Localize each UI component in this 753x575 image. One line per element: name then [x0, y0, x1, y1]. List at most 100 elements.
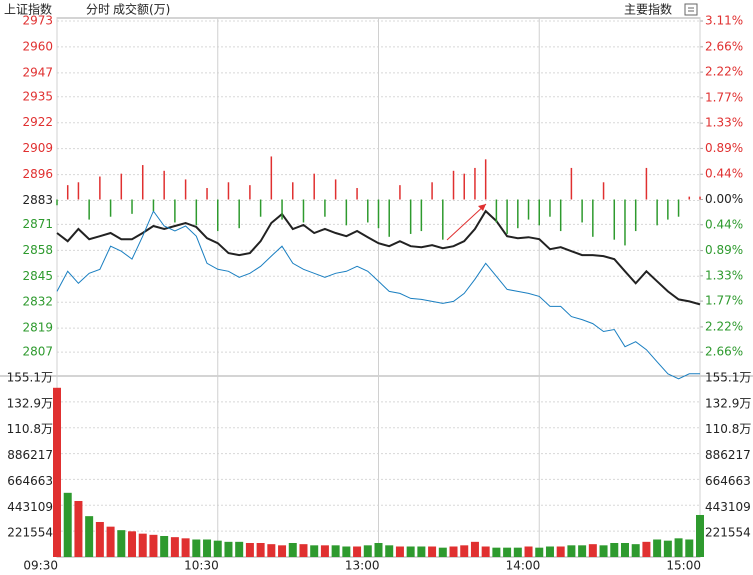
volume-tick-label: 221554 — [705, 526, 751, 540]
diff-bar — [324, 199, 326, 217]
y2-tick-label: 1.33% — [705, 268, 743, 282]
y-tick-label: 2871 — [22, 217, 53, 231]
diff-bar — [452, 170, 455, 200]
volume-bar — [245, 542, 254, 557]
diff-bar — [217, 199, 219, 232]
index-button[interactable]: 主要指数 — [624, 2, 672, 17]
volume-bar — [567, 545, 576, 557]
volume-bar — [235, 541, 244, 557]
tab[interactable]: 分时 — [86, 3, 110, 17]
diff-bar — [431, 182, 433, 200]
diff-bar — [302, 199, 305, 223]
volume-bar — [374, 542, 383, 557]
y-tick-label: 2922 — [22, 115, 53, 129]
diff-bar — [570, 167, 573, 200]
volume-bar — [674, 538, 683, 557]
tab[interactable]: 成交额(万) — [113, 2, 170, 17]
volume-bar — [460, 545, 469, 557]
diff-bar — [559, 199, 562, 232]
volume-bar — [620, 542, 629, 557]
volume-tick-label: 155.1万 — [705, 371, 751, 385]
x-tick-label: 10:30 — [184, 559, 219, 573]
volume-bar — [663, 540, 672, 557]
diff-bar — [99, 176, 101, 200]
volume-bar — [181, 538, 190, 557]
volume-bar — [170, 537, 179, 557]
y2-tick-label: 1.77% — [705, 90, 743, 104]
volume-tick-label: 132.9万 — [7, 396, 53, 410]
volume-bar — [267, 544, 276, 557]
diff-bar — [506, 199, 508, 234]
diff-bar — [281, 199, 283, 220]
menu-icon[interactable] — [684, 3, 698, 16]
volume-bar — [481, 546, 490, 557]
volume-tick-label: 221554 — [7, 526, 53, 540]
y2-tick-label: 1.77% — [705, 294, 743, 308]
volume-bar — [342, 546, 351, 557]
y2-tick-label: 3.11% — [705, 14, 743, 28]
y-tick-label: 2896 — [22, 167, 53, 181]
diff-bar — [334, 179, 337, 200]
volume-bar — [631, 544, 640, 557]
diff-bar — [517, 199, 519, 229]
volume-bar — [85, 516, 94, 557]
diff-bar — [109, 199, 112, 217]
x-tick-label: 09:30 — [23, 559, 58, 573]
volume-bar — [524, 546, 533, 557]
x-tick-label: 13:00 — [345, 559, 380, 573]
volume-bar — [513, 547, 522, 557]
y2-tick-label: 1.33% — [705, 116, 743, 130]
volume-tick-label: 443109 — [7, 500, 53, 514]
volume-bar — [545, 546, 554, 557]
y-tick-label: 2819 — [22, 321, 53, 335]
x-tick-label: 14:00 — [506, 559, 541, 573]
y-tick-label: 2883 — [22, 193, 53, 207]
diff-bar — [152, 199, 155, 211]
volume-bar — [588, 544, 597, 557]
volume-bar — [535, 547, 544, 557]
diff-bar — [677, 199, 680, 217]
volume-bar — [449, 546, 458, 557]
price-line — [56, 210, 700, 380]
index-title[interactable]: 上证指数 — [4, 2, 52, 17]
x-tick-label: 15:00 — [666, 559, 701, 573]
diff-bar — [581, 199, 583, 223]
diff-bar — [377, 199, 380, 229]
diff-bar — [141, 165, 144, 200]
diff-bar — [399, 185, 401, 200]
volume-bar — [696, 514, 704, 557]
diff-bar — [174, 199, 176, 223]
diff-bar — [270, 156, 273, 200]
volume-tick-label: 664663 — [7, 474, 53, 488]
volume-bar — [256, 542, 265, 557]
volume-bar — [299, 544, 308, 557]
volume-tick-label: 155.1万 — [7, 371, 53, 385]
volume-bar — [203, 539, 212, 557]
y-tick-label: 2909 — [22, 141, 53, 155]
y2-tick-label: 0.00% — [705, 192, 743, 206]
y2-tick-label: 0.89% — [705, 141, 743, 155]
diff-bar — [624, 199, 626, 246]
volume-bar — [492, 547, 501, 557]
diff-bar — [88, 199, 90, 220]
diff-bar — [602, 182, 605, 200]
volume-tick-label: 886217 — [705, 448, 751, 462]
volume-bar — [685, 539, 694, 557]
diff-bar — [131, 199, 133, 214]
volume-bar — [53, 387, 61, 557]
volume-bar — [556, 546, 565, 557]
diff-bar — [688, 196, 691, 200]
diff-bar — [238, 199, 240, 229]
volume-bar — [417, 546, 426, 557]
diff-bar — [484, 159, 487, 200]
volume-bar — [578, 545, 587, 557]
diff-bar — [249, 185, 251, 200]
volume-tick-label: 886217 — [7, 448, 53, 462]
diff-bar — [442, 199, 444, 240]
diff-bar — [367, 199, 369, 223]
diff-bar — [634, 199, 637, 232]
diff-bar — [120, 173, 123, 200]
